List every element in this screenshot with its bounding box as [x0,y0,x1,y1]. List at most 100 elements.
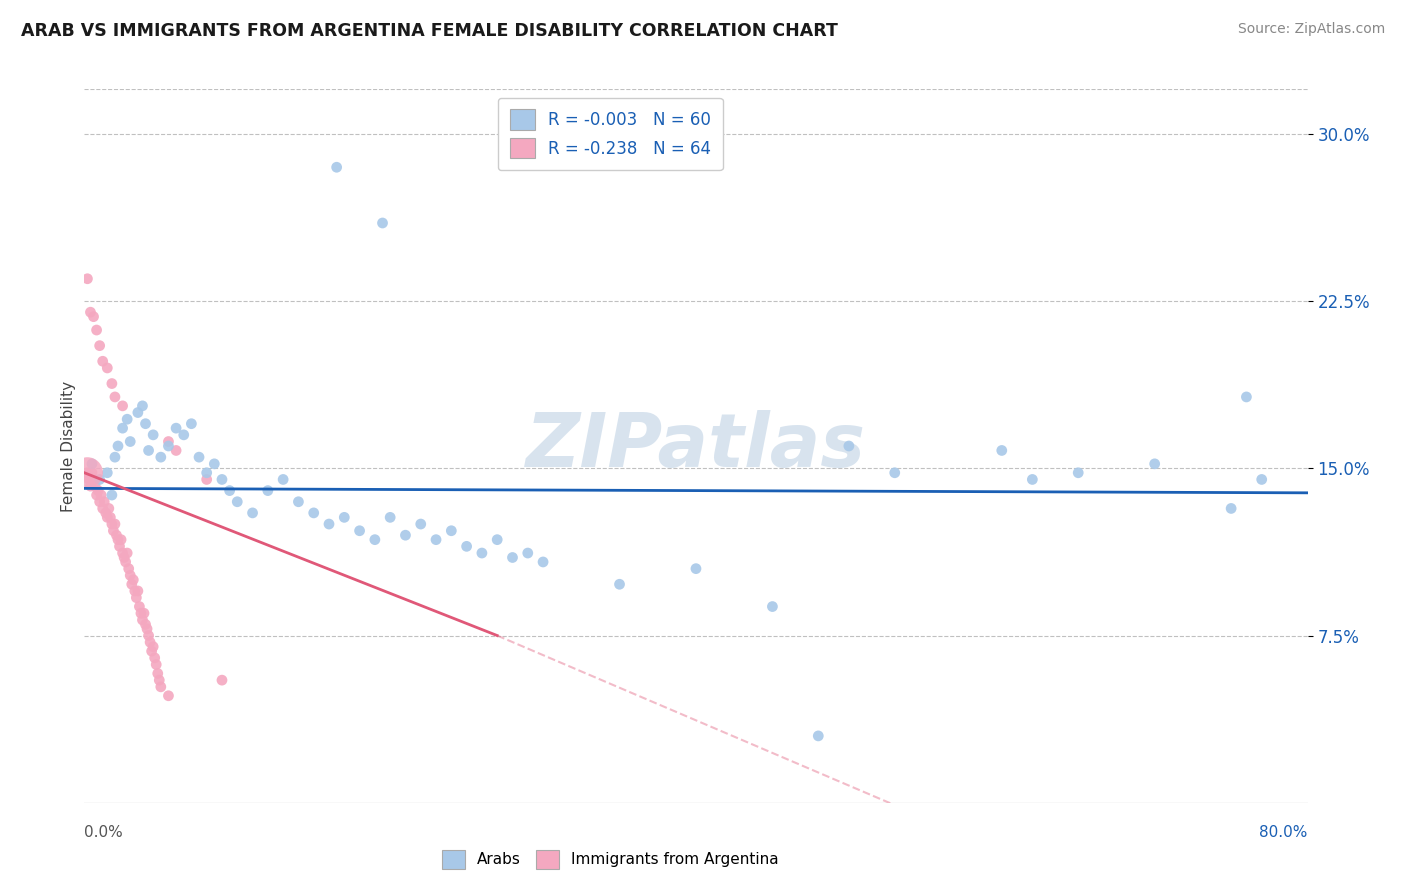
Point [440,524,463,538]
Point [96,466,118,480]
Point [114,555,136,569]
Point [86,488,108,502]
Point [124,583,146,598]
Point [456,539,478,553]
Point [991,443,1014,458]
Point [218,483,240,498]
Point [409,517,432,532]
Point [1250,473,1272,487]
Point [157,439,180,453]
Point [394,528,416,542]
Y-axis label: Female Disability: Female Disability [60,380,76,512]
Text: 0.0%: 0.0% [84,825,124,840]
Point [202,457,225,471]
Point [149,680,172,694]
Point [84,479,107,493]
Point [242,506,264,520]
Point [173,427,195,442]
Point [136,622,159,636]
Point [364,533,387,547]
Point [111,399,134,413]
Point [380,510,402,524]
Legend: Arabs, Immigrants from Argentina: Arabs, Immigrants from Argentina [430,838,792,880]
Point [96,360,118,375]
Point [138,628,160,642]
Point [79,479,101,493]
Point [145,657,167,672]
Point [157,434,180,449]
Point [761,599,783,614]
Point [165,443,187,458]
Point [349,524,371,538]
Point [318,517,340,532]
Point [838,439,860,453]
Point [96,510,118,524]
Point [325,161,347,175]
Point [107,439,129,453]
Point [287,494,309,508]
Point [131,613,153,627]
Point [141,644,163,658]
Point [91,354,114,368]
Point [101,517,124,532]
Text: ARAB VS IMMIGRANTS FROM ARGENTINA FEMALE DISABILITY CORRELATION CHART: ARAB VS IMMIGRANTS FROM ARGENTINA FEMALE… [21,22,838,40]
Point [83,310,105,324]
Point [149,450,172,465]
Point [91,501,114,516]
Point [104,450,127,465]
Point [211,473,233,487]
Point [120,434,142,449]
Point [142,640,165,654]
Point [125,591,148,605]
Point [883,466,905,480]
Point [90,488,112,502]
Point [87,483,110,498]
Point [180,417,202,431]
Point [131,399,153,413]
Point [471,546,494,560]
Point [609,577,631,591]
Point [1234,390,1257,404]
Text: Source: ZipAtlas.com: Source: ZipAtlas.com [1237,22,1385,37]
Point [1021,473,1043,487]
Point [135,617,157,632]
Point [333,510,356,524]
Point [76,466,98,480]
Point [121,577,143,591]
Text: ZIPatlas: ZIPatlas [526,409,866,483]
Point [115,546,138,560]
Point [80,466,103,480]
Point [195,466,218,480]
Point [105,528,128,542]
Point [531,555,554,569]
Point [94,506,117,520]
Point [127,405,149,420]
Point [1067,466,1090,480]
Point [111,421,134,435]
Point [148,673,170,687]
Point [129,607,152,621]
Point [108,539,131,553]
Point [135,417,157,431]
Point [685,562,707,576]
Point [80,457,103,471]
Point [107,533,129,547]
Point [89,473,111,487]
Point [1143,457,1166,471]
Point [120,568,142,582]
Point [101,488,124,502]
Point [502,550,524,565]
Point [104,517,127,532]
Point [111,546,134,560]
Point [146,666,169,681]
Point [486,533,509,547]
Point [79,305,101,319]
Point [257,483,280,498]
Point [97,501,120,516]
Point [77,473,100,487]
Point [110,533,132,547]
Point [138,443,160,458]
Point [128,599,150,614]
Point [271,473,294,487]
Point [188,450,211,465]
